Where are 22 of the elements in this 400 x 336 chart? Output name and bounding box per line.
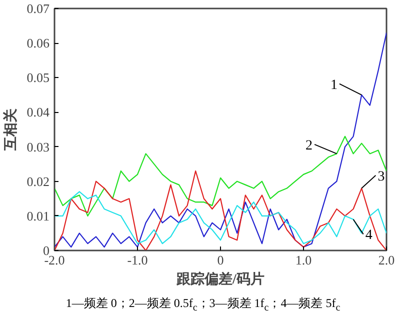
y-tick-label: 0.04: [26, 104, 50, 120]
text: 1—频差 0；2—频差 0.5f$_{c}$；3—频差 1f$_{c}$；4—频差 5f$_{c}$: [66, 295, 340, 316]
y-tick-label: 0.06: [26, 36, 50, 51]
annotation: 3: [378, 169, 385, 184]
y-tick-label: 0.07: [26, 1, 50, 16]
y-axis-title: 互相关: [2, 108, 19, 152]
annotation: 4: [365, 228, 372, 244]
line-series: [54, 191, 386, 244]
y-tick-label: 0.02: [26, 174, 50, 189]
y-tick-label: 0.01: [26, 208, 50, 224]
x-axis-title: 跟踪偏差/码片: [176, 270, 264, 288]
x-tick-label: 2.0: [378, 252, 395, 268]
x-tick-label: 0: [217, 252, 224, 268]
y-tick-label: 0: [43, 243, 50, 258]
line-series: [54, 136, 386, 216]
annotation: 1: [330, 78, 338, 93]
annotation: 2: [306, 138, 313, 154]
x-tick-label: -1.0: [127, 252, 148, 268]
x-tick-label: 1.0: [295, 252, 312, 268]
line-series: [54, 32, 386, 248]
y-tick-label: 0.03: [26, 139, 50, 154]
y-tick-label: 0.05: [26, 70, 50, 86]
